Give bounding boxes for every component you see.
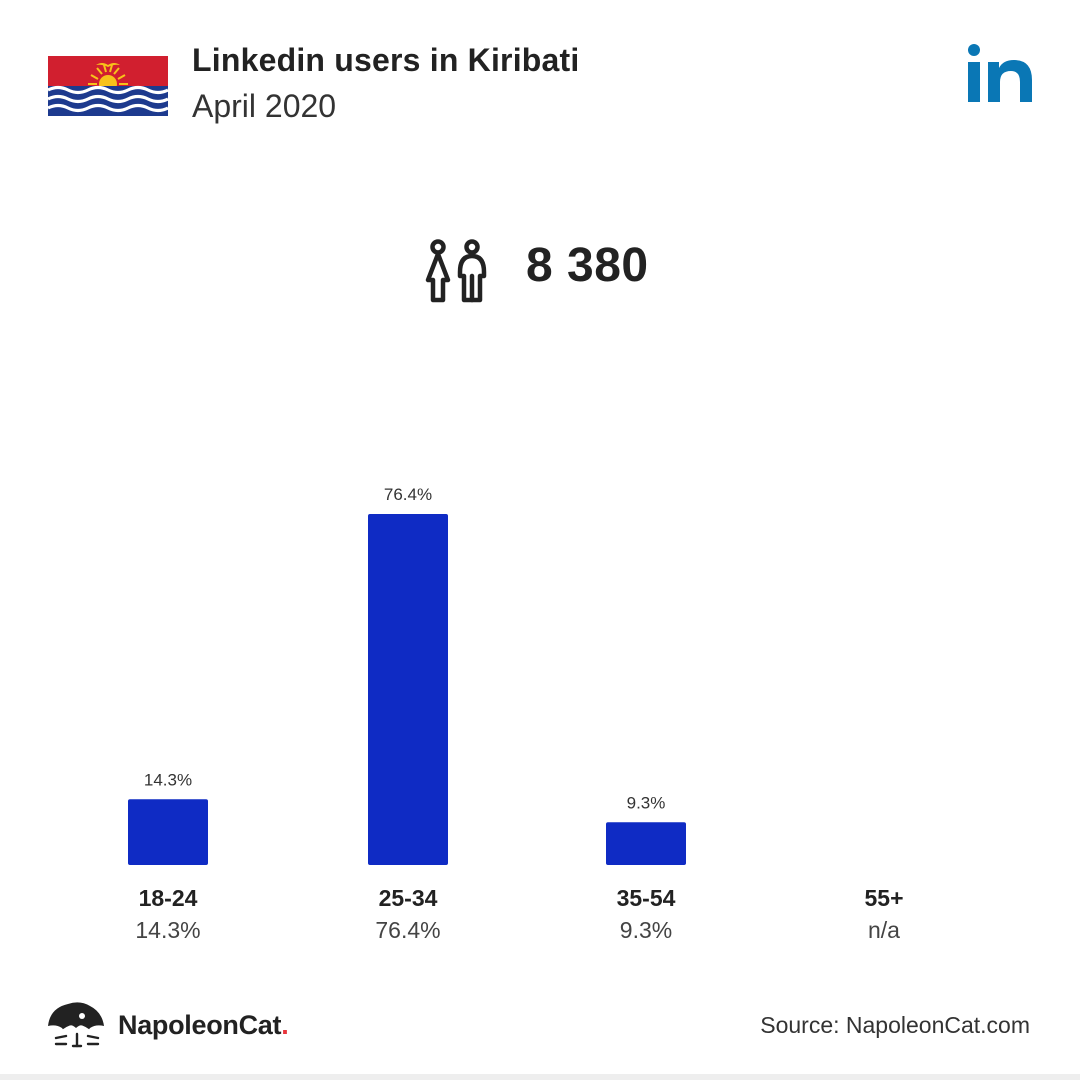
category-label: 35-54: [617, 885, 676, 911]
bar-value-label: 14.3%: [144, 770, 192, 789]
category-label: 18-24: [139, 885, 198, 911]
bar-value-label: 76.4%: [384, 485, 432, 504]
brand-dot: .: [281, 1010, 289, 1040]
bottom-strip: [0, 1074, 1080, 1080]
kiribati-flag-icon: [48, 56, 168, 116]
users-icon: [420, 236, 492, 308]
napoleoncat-brand: NapoleonCat.: [118, 1010, 289, 1041]
bar-18-24: [128, 799, 208, 865]
bar-value-label: 9.3%: [627, 793, 666, 812]
category-value-label: n/a: [868, 917, 900, 943]
bar-25-34: [368, 514, 448, 865]
total-users-value: 8 380: [526, 239, 649, 292]
category-label: 55+: [864, 885, 903, 911]
category-value-label: 9.3%: [620, 917, 672, 943]
category-value-label: 14.3%: [135, 917, 200, 943]
category-value-label: 76.4%: [375, 917, 440, 943]
napoleoncat-icon: [46, 998, 108, 1050]
page-title: Linkedin users in Kiribati: [192, 42, 580, 78]
brand-name: NapoleonCat: [118, 1010, 282, 1040]
category-label: 25-34: [379, 885, 438, 911]
linkedin-icon: [966, 44, 1034, 104]
page-subtitle: April 2020: [192, 88, 337, 124]
source-text: Source: NapoleonCat.com: [760, 1012, 1030, 1038]
bar-35-54: [606, 822, 686, 865]
